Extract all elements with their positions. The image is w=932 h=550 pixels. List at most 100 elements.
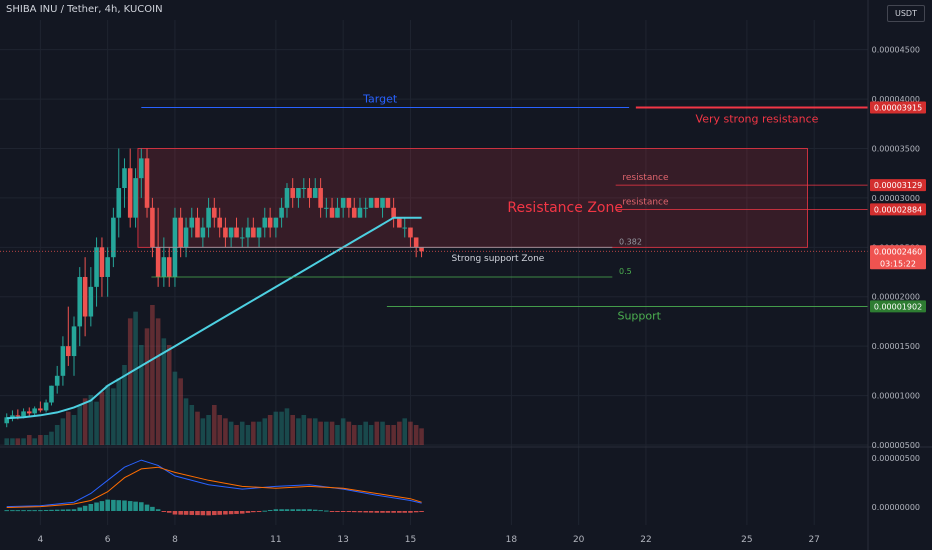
candle-body bbox=[178, 217, 183, 248]
volume-bar bbox=[228, 421, 234, 445]
volume-bar bbox=[318, 421, 323, 445]
volume-bar bbox=[189, 405, 195, 445]
macd-histogram-bar bbox=[239, 511, 245, 514]
candle-body bbox=[116, 188, 122, 218]
ma-line bbox=[6, 216, 422, 420]
volume-bar bbox=[324, 421, 329, 445]
resistance-1-price-tag-bg bbox=[870, 179, 926, 192]
candle-body bbox=[318, 188, 323, 208]
volume-bar bbox=[195, 411, 200, 445]
candle-body bbox=[380, 197, 385, 208]
candle-body bbox=[155, 247, 161, 277]
candle-body bbox=[10, 415, 15, 418]
candle-body bbox=[88, 286, 94, 317]
macd-histogram-bar bbox=[284, 509, 290, 511]
macd-histogram-bar bbox=[139, 502, 144, 511]
grid-lines bbox=[0, 20, 868, 525]
volume-bar bbox=[21, 438, 26, 445]
price-tags: 0.00003915 0.00003129 0.00002884 0.00002460… bbox=[870, 101, 926, 313]
candle-body bbox=[206, 207, 211, 228]
volume-bar bbox=[15, 438, 21, 445]
macd-histogram-bar bbox=[116, 500, 122, 511]
x-tick-label: 4 bbox=[38, 535, 44, 545]
macd-histogram-bar bbox=[122, 500, 127, 511]
y-tick-label: 0.00001000 bbox=[872, 392, 920, 401]
candle-body bbox=[385, 197, 391, 208]
macd-histogram-bar bbox=[335, 511, 340, 512]
y-tick-label: 0.00001500 bbox=[872, 342, 920, 351]
macd-histogram-bar bbox=[329, 511, 335, 512]
candle-body bbox=[262, 217, 268, 228]
x-tick-label: 18 bbox=[506, 535, 518, 545]
candle-body bbox=[212, 207, 217, 218]
volume-bar bbox=[329, 421, 335, 445]
candle-body bbox=[189, 217, 195, 228]
candle-body bbox=[363, 207, 368, 209]
macd-histogram-bar bbox=[245, 511, 251, 513]
macd-histogram-bar bbox=[413, 511, 419, 513]
macd-histogram-bar bbox=[357, 511, 363, 513]
candle-body bbox=[4, 417, 10, 424]
macd-histogram-bar bbox=[385, 511, 391, 513]
fib-05-label: 0.5 bbox=[619, 267, 632, 276]
candle-body bbox=[290, 188, 295, 198]
candle-body bbox=[217, 217, 222, 228]
volume-bar bbox=[172, 371, 178, 445]
candle-body bbox=[228, 227, 234, 238]
volume-bar bbox=[122, 365, 127, 445]
candle-body bbox=[223, 227, 228, 238]
macd-histogram-bar bbox=[363, 511, 368, 513]
volume-bar bbox=[385, 425, 391, 445]
strong-support-zone-label: Strong support Zone bbox=[451, 254, 544, 264]
candle-body bbox=[195, 217, 200, 238]
macd-histogram-bar bbox=[267, 509, 273, 511]
volume-bar bbox=[66, 411, 71, 445]
volume-bar bbox=[111, 388, 116, 445]
candle-body bbox=[374, 197, 380, 208]
volume-bar bbox=[26, 435, 32, 445]
volume-bar bbox=[262, 418, 268, 445]
macd-histogram-bar bbox=[206, 511, 211, 516]
volume-bar bbox=[60, 418, 66, 445]
chart-title: SHIBA INU / Tether, 4h, KUCOIN bbox=[6, 4, 163, 15]
volume-bar bbox=[402, 418, 408, 445]
resistance-zone-label: Resistance Zone bbox=[507, 200, 623, 216]
candle-body bbox=[21, 411, 26, 417]
volume-bar bbox=[340, 418, 346, 445]
volume-bar bbox=[273, 411, 279, 445]
macd-histogram-bar bbox=[111, 499, 116, 511]
volume-bar bbox=[413, 425, 419, 445]
macd-histogram-bar bbox=[340, 511, 346, 512]
volume-bar bbox=[301, 415, 307, 445]
volume-bar bbox=[408, 421, 413, 445]
support-price-tag: 0.00001902 bbox=[874, 302, 922, 311]
volume-bars bbox=[4, 305, 424, 445]
resistance-2-price-tag-bg bbox=[870, 203, 926, 216]
volume-bar bbox=[127, 318, 133, 445]
candle-body bbox=[408, 227, 413, 238]
volume-bar bbox=[346, 421, 352, 445]
candle-body bbox=[357, 207, 363, 218]
volume-bar bbox=[38, 435, 43, 445]
volume-bar bbox=[279, 411, 284, 445]
volume-bar bbox=[335, 425, 340, 445]
candle-body bbox=[82, 276, 88, 317]
volume-bar bbox=[43, 435, 49, 445]
candle-body bbox=[301, 188, 307, 190]
volume-bar bbox=[223, 418, 228, 445]
candle-body bbox=[351, 207, 357, 218]
volume-bar bbox=[307, 418, 312, 445]
signal-line bbox=[6, 466, 422, 508]
candle-body bbox=[346, 197, 352, 208]
macd-histogram-bar bbox=[256, 511, 262, 512]
target-label: Target bbox=[362, 92, 398, 105]
volume-bar bbox=[161, 338, 167, 445]
volume-bar bbox=[212, 405, 217, 445]
macd-histogram-bar bbox=[273, 509, 279, 511]
volume-bar bbox=[380, 421, 385, 445]
candle-body bbox=[312, 188, 318, 198]
candle-body bbox=[307, 188, 312, 198]
currency-button[interactable]: USDT bbox=[887, 5, 925, 22]
x-tick-label: 6 bbox=[105, 535, 111, 545]
